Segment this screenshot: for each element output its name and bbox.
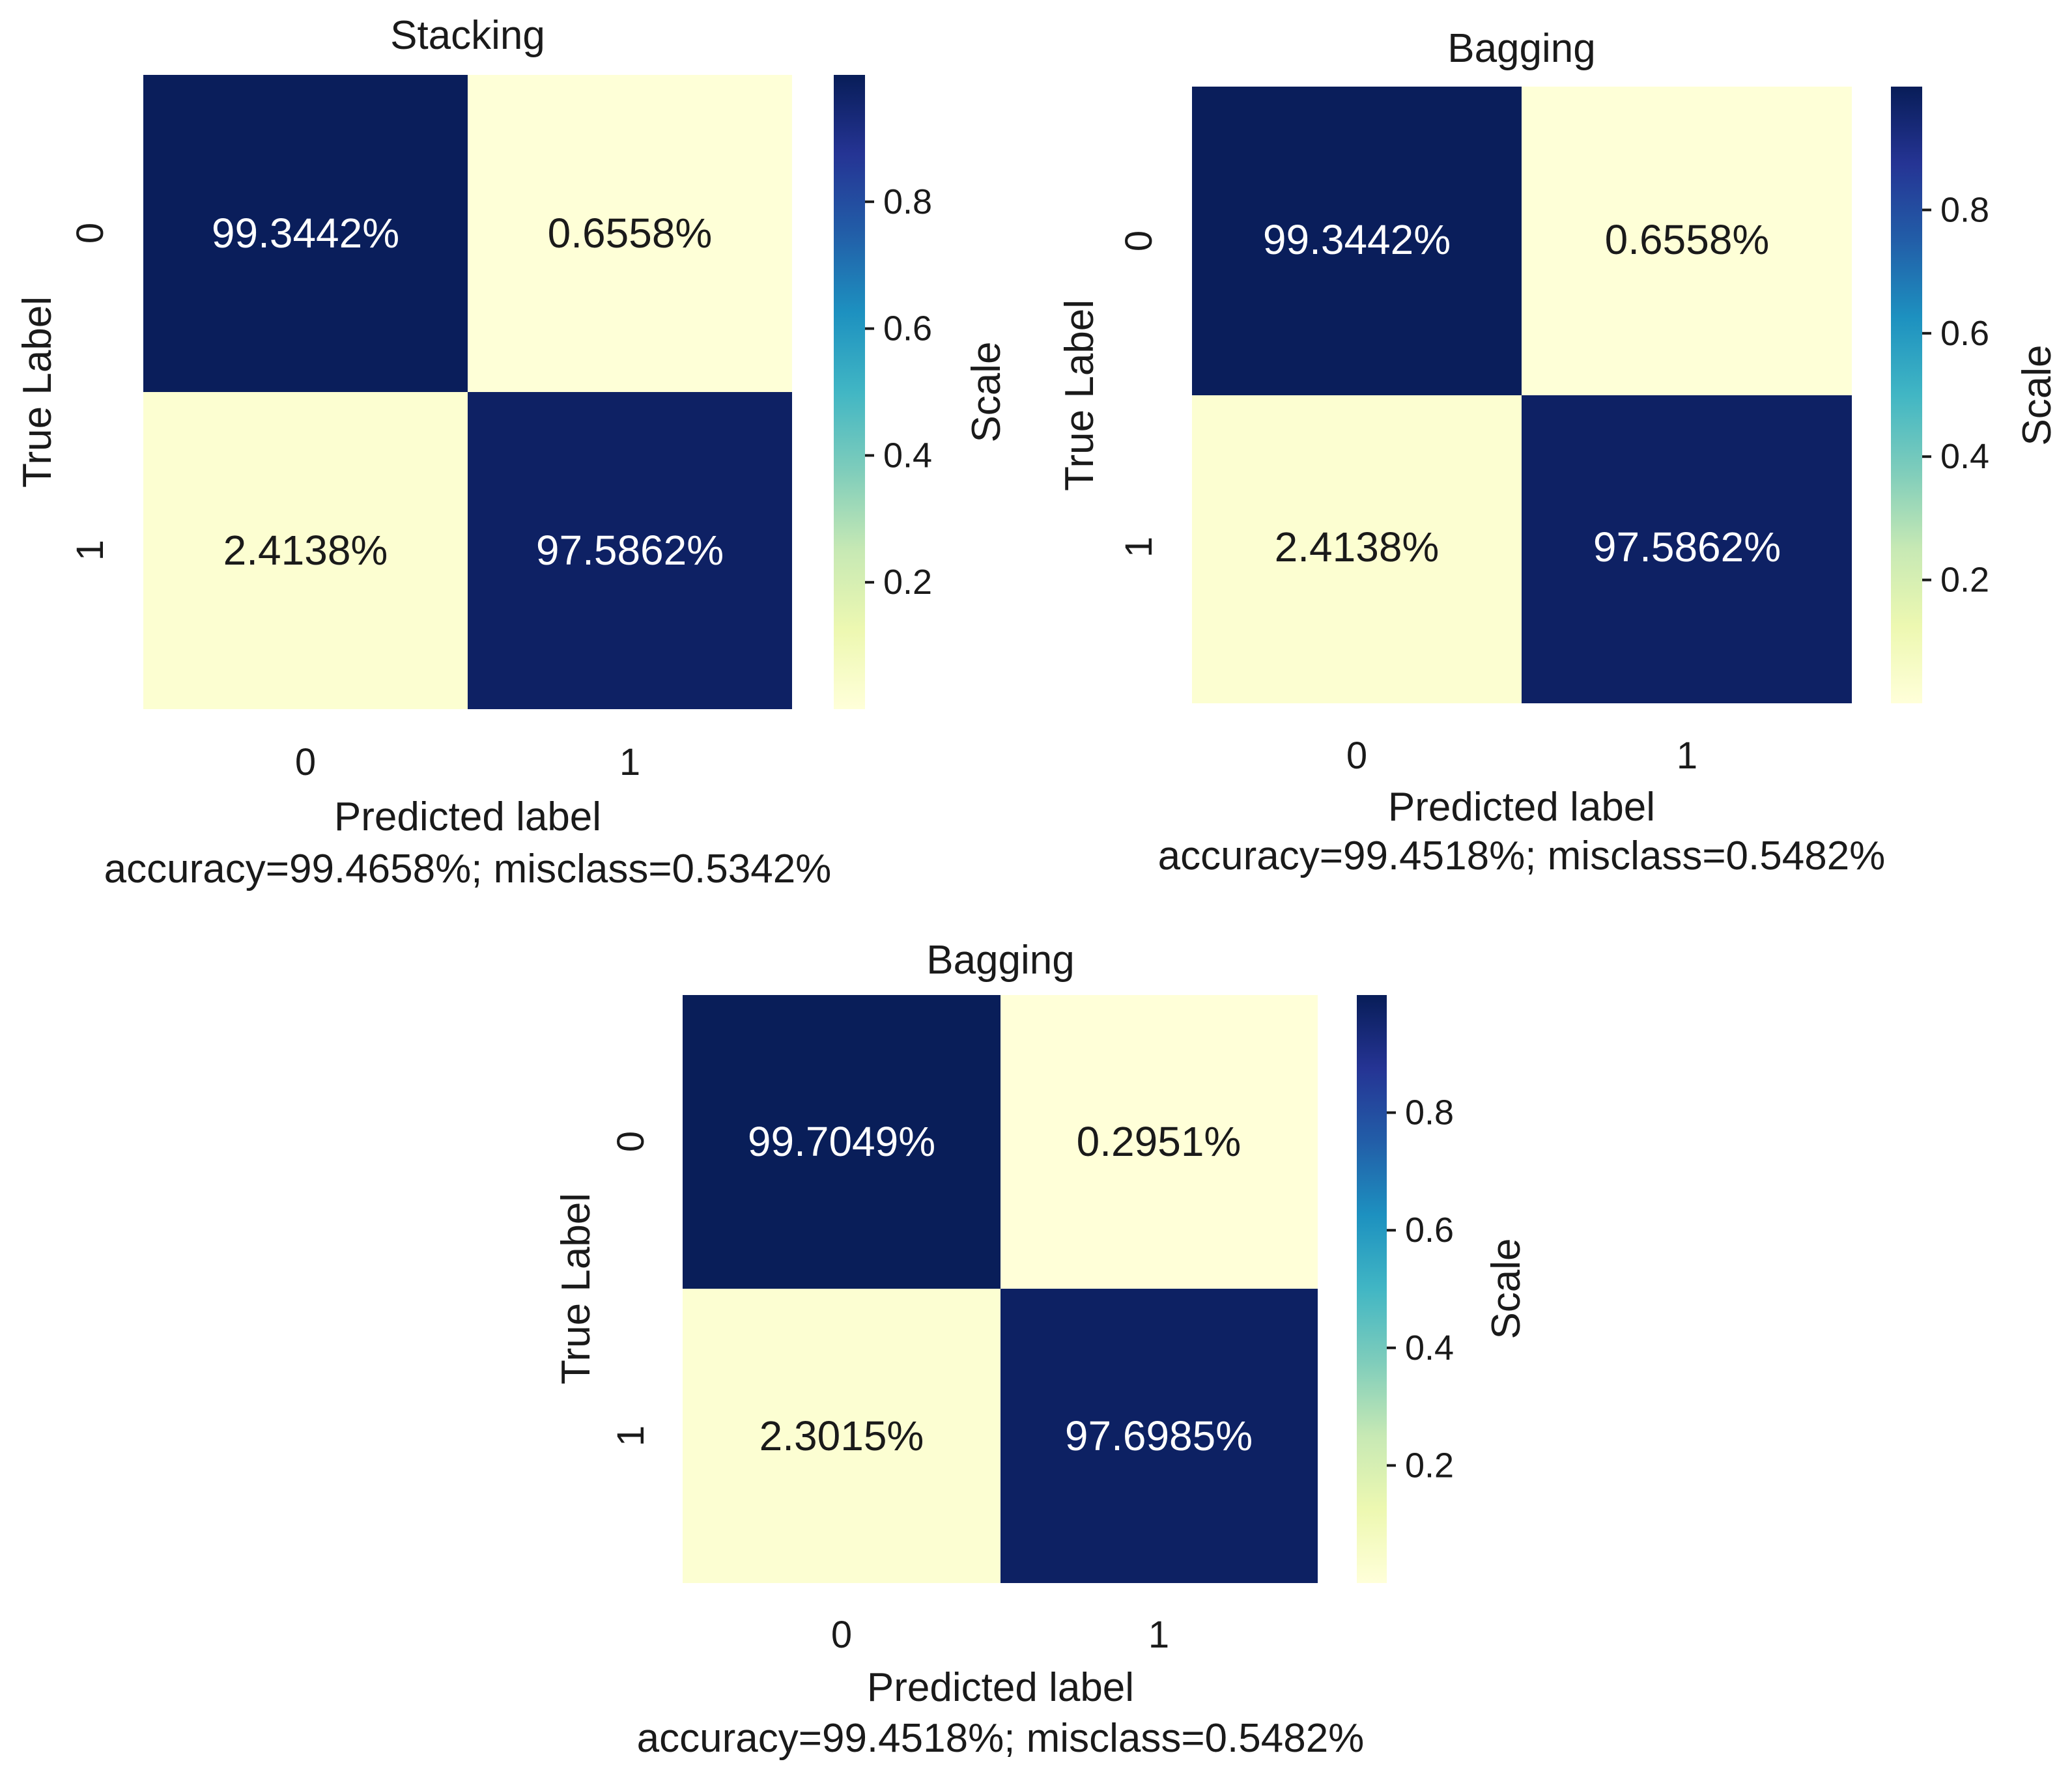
colorbar-ticks: 0.2 0.4 0.6 0.8 [1387, 1093, 1454, 1485]
y-tick-label-0: 0 [1118, 231, 1160, 251]
colorbar-label: Scale [964, 341, 1009, 442]
x-axis-label: Predicted label [334, 794, 601, 839]
chart-title: Stacking [390, 13, 545, 58]
heatmap-cell-0-1 [468, 75, 792, 392]
colorbar [1357, 995, 1387, 1583]
heatmap-cell-1-0 [1192, 395, 1522, 703]
y-tick-label-0: 0 [610, 1131, 652, 1152]
colorbar-tick-label: 0.6 [1940, 314, 1989, 353]
colorbar-tick-label: 0.8 [883, 182, 932, 221]
heatmap-cell-1-1 [1001, 1289, 1318, 1583]
accuracy-footer: accuracy=99.4658%; misclass=0.5342% [104, 847, 832, 891]
panel-bagging-top: Bagging 99.3442% 0.6558% 2.4138% 97.5862… [1057, 26, 2060, 878]
cell-label-1-1: 97.5862% [1593, 524, 1781, 570]
colorbar-tick-label: 0.6 [883, 309, 932, 348]
y-tick-label-1: 1 [610, 1425, 652, 1446]
accuracy-footer: accuracy=99.4518%; misclass=0.5482% [1158, 834, 1886, 878]
cell-label-1-0: 2.4138% [1275, 524, 1440, 570]
colorbar-tick-label: 0.2 [1940, 561, 1989, 600]
x-axis-label: Predicted label [1388, 785, 1655, 830]
cell-label-0-1: 0.6558% [1605, 216, 1770, 263]
heatmap-cell-1-1 [1522, 395, 1852, 703]
colorbar-ticks: 0.2 0.4 0.6 0.8 [865, 182, 932, 602]
x-tick-label-0: 0 [295, 741, 316, 783]
x-axis-label: Predicted label [867, 1665, 1134, 1710]
x-tick-label-1: 1 [1148, 1614, 1169, 1656]
cell-label-0-0: 99.3442% [212, 210, 399, 257]
heatmap-cell-0-1 [1522, 87, 1852, 395]
y-axis-label: True Label [554, 1193, 599, 1384]
cell-label-0-0: 99.3442% [1263, 216, 1451, 263]
colorbar-tick-label: 0.4 [1940, 437, 1989, 476]
y-tick-label-0: 0 [69, 223, 111, 244]
heatmap-cell-0-0 [683, 995, 1001, 1289]
cell-label-0-0: 99.7049% [748, 1118, 935, 1165]
colorbar [1891, 87, 1922, 703]
heatmap-cell-0-0 [1192, 87, 1522, 395]
colorbar-label: Scale [1484, 1238, 1529, 1339]
colorbar-label: Scale [2015, 344, 2060, 445]
y-axis-label: True Label [1057, 300, 1102, 491]
colorbar-tick-label: 0.8 [1940, 190, 1989, 229]
panel-bagging-bottom: Bagging 99.7049% 0.2951% 2.3015% 97.6985… [554, 938, 1529, 1761]
colorbar-ticks: 0.2 0.4 0.6 0.8 [1922, 190, 1989, 600]
heatmap-cell-1-0 [683, 1289, 1001, 1583]
cell-label-1-0: 2.3015% [759, 1412, 924, 1459]
cell-label-0-1: 0.6558% [548, 210, 713, 257]
y-tick-label-1: 1 [1118, 537, 1160, 557]
heatmap-cell-1-1 [468, 392, 792, 709]
x-tick-label-1: 1 [1677, 735, 1697, 777]
x-tick-label-0: 0 [1346, 735, 1367, 777]
cell-label-1-1: 97.5862% [536, 527, 724, 574]
accuracy-footer: accuracy=99.4518%; misclass=0.5482% [637, 1716, 1365, 1761]
x-tick-label-0: 0 [831, 1614, 852, 1656]
cell-label-0-1: 0.2951% [1077, 1118, 1242, 1165]
x-tick-label-1: 1 [619, 741, 640, 783]
colorbar [834, 75, 865, 709]
colorbar-tick-label: 0.2 [1405, 1446, 1454, 1485]
chart-title: Bagging [926, 938, 1075, 983]
heatmap-cell-0-1 [1001, 995, 1318, 1289]
colorbar-tick-label: 0.4 [1405, 1328, 1454, 1368]
colorbar-tick-label: 0.2 [883, 563, 932, 602]
colorbar-tick-label: 0.4 [883, 436, 932, 475]
panel-stacking: Stacking 99.3442% 0.6558% 2.4138% 97.586… [15, 13, 1009, 891]
heatmap-cell-0-0 [143, 75, 468, 392]
heatmap-cell-1-0 [143, 392, 468, 709]
y-tick-label-1: 1 [69, 540, 111, 561]
y-axis-label: True Label [15, 296, 60, 488]
cell-label-1-1: 97.6985% [1065, 1412, 1253, 1459]
chart-title: Bagging [1447, 26, 1596, 71]
colorbar-tick-label: 0.6 [1405, 1211, 1454, 1250]
colorbar-tick-label: 0.8 [1405, 1093, 1454, 1132]
cell-label-1-0: 2.4138% [223, 527, 388, 574]
